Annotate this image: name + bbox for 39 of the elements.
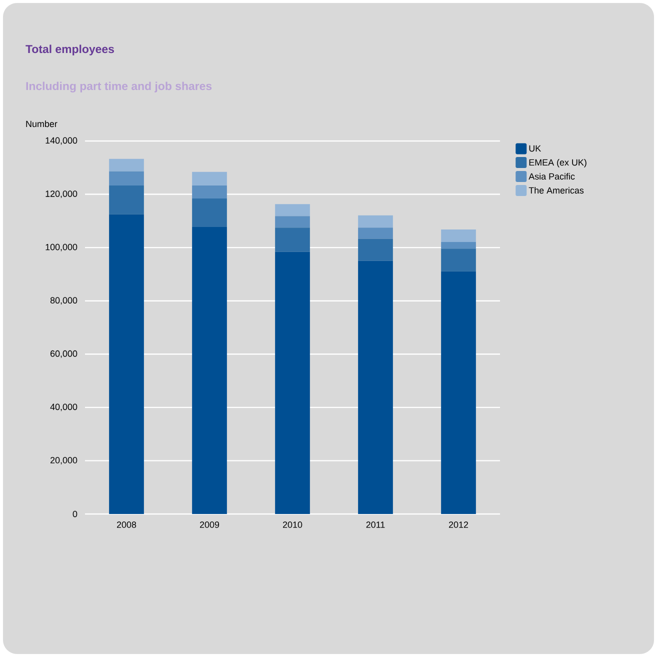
bar bbox=[358, 238, 393, 261]
bar bbox=[275, 204, 310, 216]
bar bbox=[441, 242, 476, 249]
bar bbox=[275, 228, 310, 252]
bar bbox=[441, 271, 476, 514]
bar bbox=[192, 198, 227, 228]
bar bbox=[358, 260, 393, 514]
x-tick-label: 2009 bbox=[200, 522, 220, 528]
y-tick-label: 60,000 bbox=[50, 350, 78, 358]
bar bbox=[109, 158, 144, 172]
bar bbox=[192, 172, 227, 186]
bar bbox=[275, 252, 310, 514]
bar bbox=[441, 229, 476, 242]
x-tick-label: 2010 bbox=[282, 522, 302, 528]
bar bbox=[358, 228, 393, 239]
bar bbox=[109, 171, 144, 186]
chart-title: Total employees bbox=[26, 44, 114, 56]
bar bbox=[275, 216, 310, 228]
bar bbox=[441, 248, 476, 272]
legend-label: EMEA (ex UK) bbox=[529, 159, 586, 168]
bar bbox=[109, 214, 144, 514]
y-tick-label: 0 bbox=[72, 510, 78, 518]
y-tick-label: 40,000 bbox=[50, 404, 78, 412]
bar bbox=[358, 215, 393, 228]
y-tick-label: 20,000 bbox=[50, 457, 78, 464]
y-axis-title: Number bbox=[26, 120, 58, 128]
y-tick-label: 120,000 bbox=[46, 190, 78, 198]
x-tick-label: 2011 bbox=[366, 522, 385, 528]
y-tick-label: 140,000 bbox=[46, 137, 78, 145]
x-tick-label: 2008 bbox=[116, 522, 136, 528]
y-tick-label: 100,000 bbox=[46, 244, 78, 252]
y-tick-label: 80,000 bbox=[50, 297, 78, 305]
legend-label: UK bbox=[529, 145, 541, 152]
bar bbox=[192, 185, 227, 199]
x-tick-label: 2012 bbox=[448, 522, 468, 528]
legend-label: The Americas bbox=[528, 186, 584, 194]
bar bbox=[192, 227, 227, 514]
legend-label: Asia Pacific bbox=[528, 173, 575, 180]
bar bbox=[109, 185, 144, 214]
